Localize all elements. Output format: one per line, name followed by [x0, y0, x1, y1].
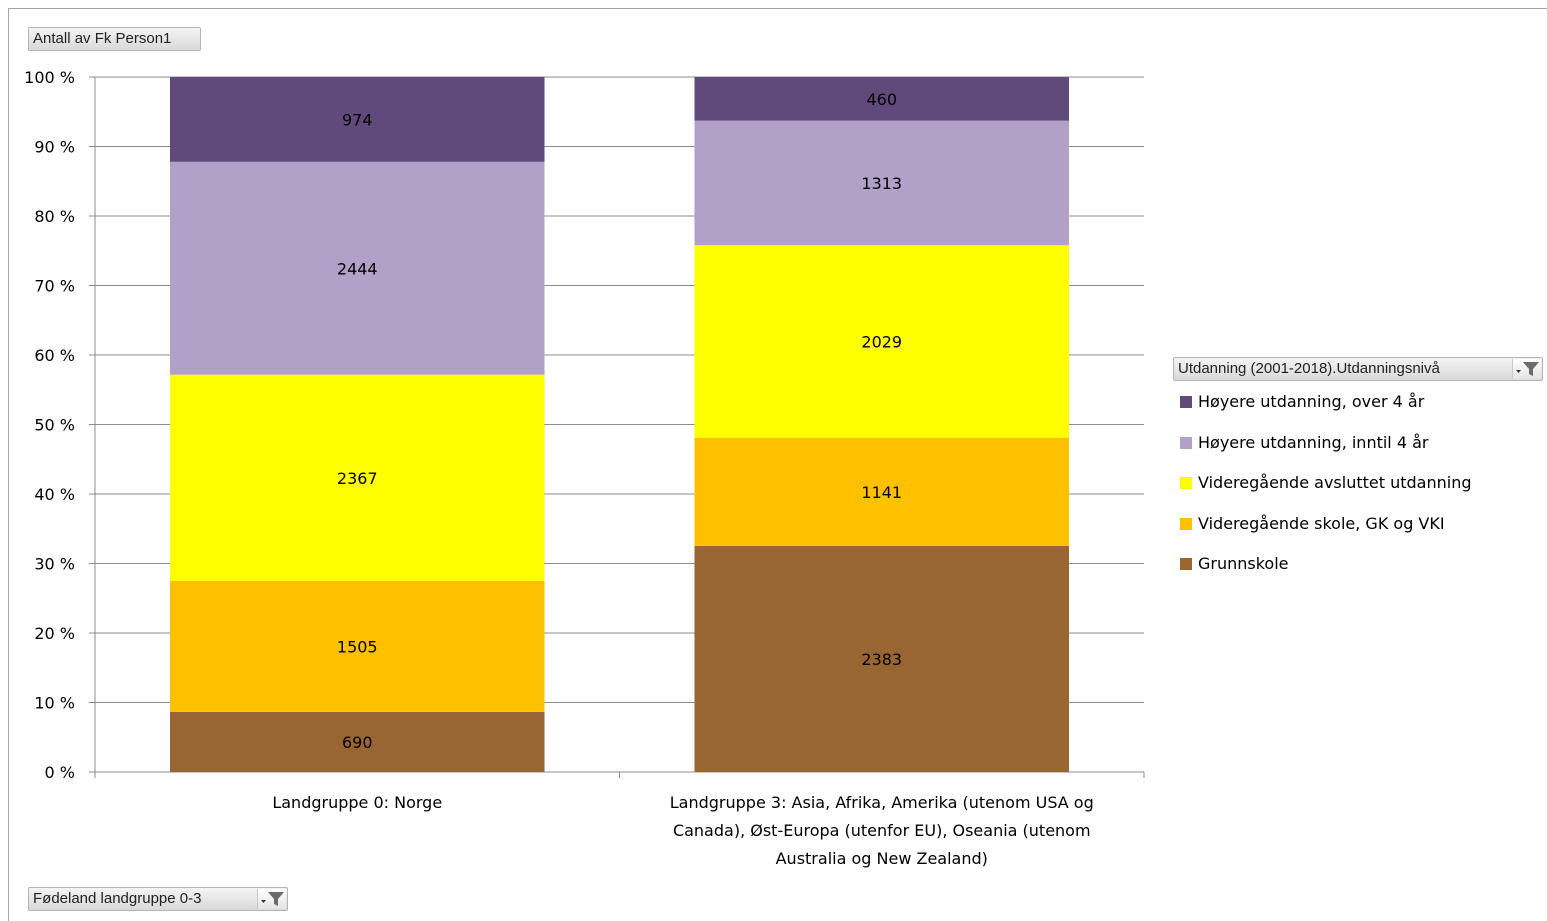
legend-label: Videregående skole, GK og VKI [1198, 513, 1445, 533]
filter-dropdown-icon[interactable] [1512, 359, 1541, 379]
data-label: 460 [866, 90, 897, 109]
x-tick-label: Canada), Øst-Europa (utenfor EU), Oseani… [673, 821, 1091, 840]
legend-label: Videregående avsluttet utdanning [1198, 473, 1472, 492]
y-tick-label: 20 % [34, 624, 75, 643]
data-label: 690 [342, 733, 373, 752]
y-tick-label: 0 % [45, 763, 75, 782]
y-tick-label: 10 % [34, 694, 75, 713]
value-field-label: Antall av Fk Person1 [33, 30, 172, 47]
bar-segment [694, 545, 1069, 772]
legend-label: Grunnskole [1198, 554, 1289, 573]
legend-swatch [1180, 558, 1192, 570]
bar-segment [170, 711, 545, 772]
data-label: 2367 [337, 469, 378, 488]
y-tick-label: 90 % [34, 138, 75, 157]
legend-swatch [1180, 517, 1192, 530]
legend-title: Utdanning (2001-2018).Utdanningsnivå [1178, 360, 1440, 377]
bar-segment [694, 437, 1069, 546]
y-tick-label: 100 % [24, 68, 75, 87]
row-field-button[interactable]: Fødeland landgruppe 0-3 [28, 887, 288, 911]
bar-segment [170, 580, 545, 712]
y-tick-label: 60 % [34, 346, 75, 365]
data-label: 1313 [861, 174, 902, 193]
legend-swatch [1180, 396, 1192, 408]
y-tick-label: 30 % [34, 555, 75, 574]
data-label: 1141 [861, 483, 902, 502]
bar-segment [170, 374, 545, 581]
legend-label: Høyere utdanning, over 4 år [1198, 392, 1425, 411]
bar-segment [694, 245, 1069, 438]
legend-label: Høyere utdanning, inntil 4 år [1198, 432, 1429, 452]
data-label: 2444 [337, 259, 378, 278]
bar-segment [694, 120, 1069, 246]
bar-segment [694, 77, 1069, 121]
data-label: 2383 [861, 650, 902, 669]
value-field-button[interactable]: Antall av Fk Person1 [28, 27, 201, 51]
filter-dropdown-icon[interactable] [257, 889, 286, 909]
y-tick-label: 50 % [34, 416, 75, 435]
legend-swatch [1180, 477, 1192, 489]
row-field-label: Fødeland landgruppe 0-3 [33, 890, 202, 907]
legend-swatch [1180, 436, 1192, 449]
x-tick-label: Australia og New Zealand) [776, 849, 988, 868]
bar-segment [170, 77, 545, 162]
y-tick-label: 70 % [34, 277, 75, 296]
legend-field-button[interactable]: Utdanning (2001-2018).Utdanningsnivå [1173, 357, 1543, 381]
x-tick-label: Landgruppe 0: Norge [272, 793, 442, 812]
y-tick-label: 40 % [34, 485, 75, 504]
y-tick-label: 80 % [34, 207, 75, 226]
bar-segment [170, 161, 545, 375]
chart-frame [8, 8, 1547, 921]
data-label: 974 [342, 110, 373, 129]
data-label: 2029 [861, 332, 902, 351]
x-tick-label: Landgruppe 3: Asia, Afrika, Amerika (ute… [670, 793, 1094, 812]
data-label: 1505 [337, 637, 378, 656]
